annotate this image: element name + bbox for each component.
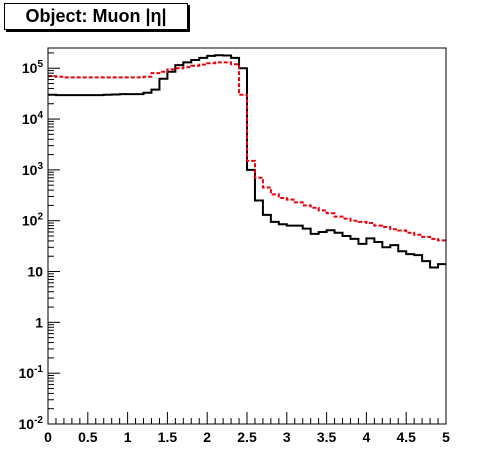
y-tick-label: 102 [22, 212, 44, 229]
x-tick-label: 3.5 [317, 429, 337, 445]
y-tick-label: 1 [35, 314, 43, 330]
chart-title-box: Object: Muon |η| [4, 3, 188, 30]
chart-title: Object: Muon |η| [25, 6, 167, 26]
x-tick-label: 4 [363, 429, 371, 445]
y-tick-label: 10-2 [19, 415, 44, 432]
y-tick-label: 10-1 [19, 364, 44, 381]
x-tick-label: 0 [44, 429, 52, 445]
x-tick-label: 3 [283, 429, 291, 445]
series-red-dashed-line [48, 61, 446, 242]
x-tick-label: 2.5 [237, 429, 257, 445]
axis-layer: 0 0.5 1 1.5 2 2.5 3 3.5 4 4.5 5 10-2 10-1 1 10 102 103 10… [19, 52, 450, 445]
series-layer [48, 54, 446, 269]
y-tick-label: 10 [27, 264, 43, 280]
x-tick-label: 5 [442, 429, 450, 445]
series-black-solid-line [48, 54, 446, 269]
x-tick-label: 4.5 [396, 429, 416, 445]
x-tick-label: 0.5 [78, 429, 98, 445]
x-tick-label: 2 [203, 429, 211, 445]
y-tick-label: 105 [22, 59, 44, 76]
y-tick-label: 103 [22, 161, 44, 178]
y-tick-label: 104 [22, 110, 44, 127]
x-tick-label: 1.5 [158, 429, 178, 445]
x-tick-label: 1 [124, 429, 132, 445]
